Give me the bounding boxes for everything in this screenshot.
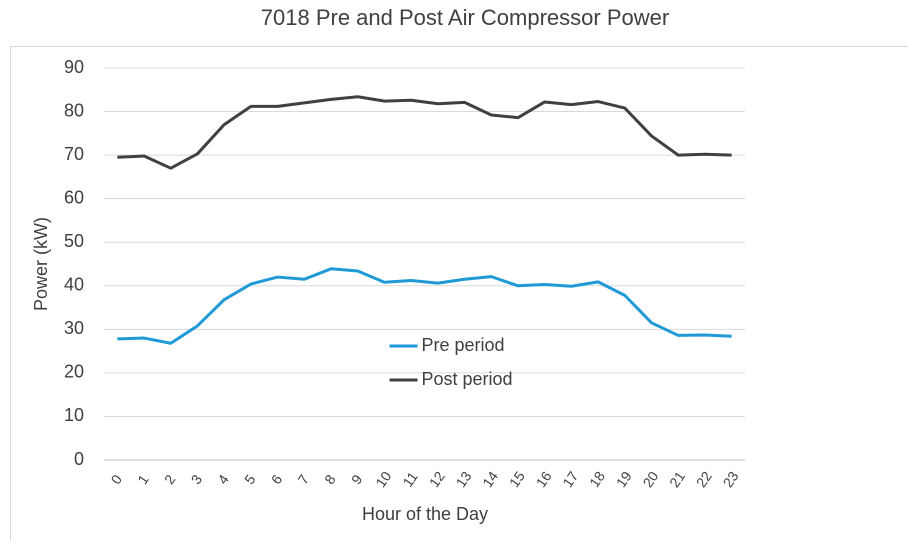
series-line — [117, 267, 732, 345]
x-tick-label: 7 — [294, 471, 312, 487]
legend-label: Post period — [422, 369, 513, 389]
y-axis-label: Power (kW) — [31, 217, 51, 311]
x-tick-label: 17 — [559, 468, 581, 490]
x-tick-label: 6 — [268, 471, 286, 487]
y-tick-label: 80 — [64, 100, 84, 120]
x-tick-label: 22 — [693, 468, 715, 490]
x-tick-label: 23 — [720, 468, 742, 490]
x-tick-label: 10 — [372, 468, 394, 490]
y-tick-label: 30 — [64, 318, 84, 338]
y-tick-label: 50 — [64, 231, 84, 251]
x-tick-label: 15 — [506, 468, 528, 490]
x-tick-label: 13 — [452, 468, 474, 490]
y-tick-label: 0 — [74, 449, 84, 469]
y-tick-label: 90 — [64, 57, 84, 77]
series-line — [117, 95, 732, 170]
x-axis-label: Hour of the Day — [362, 504, 488, 524]
x-tick-label: 0 — [108, 471, 126, 487]
x-tick-label: 1 — [134, 471, 152, 487]
x-tick-label: 21 — [666, 468, 688, 490]
chart-title: 7018 Pre and Post Air Compressor Power — [261, 5, 669, 30]
x-tick-label: 18 — [586, 468, 608, 490]
x-tick-label: 11 — [399, 469, 421, 490]
x-tick-label: 20 — [639, 468, 661, 490]
x-tick-label: 4 — [214, 471, 232, 487]
y-tick-label: 20 — [64, 362, 84, 382]
y-tick-label: 40 — [64, 275, 84, 295]
legend-label: Pre period — [422, 335, 505, 355]
x-tick-label: 16 — [533, 468, 555, 490]
y-tick-label: 60 — [64, 187, 84, 207]
x-tick-label: 8 — [321, 471, 339, 487]
x-tick-label: 5 — [241, 471, 259, 487]
y-tick-label: 70 — [64, 144, 84, 164]
x-tick-label: 12 — [426, 468, 448, 490]
x-tick-label: 2 — [161, 471, 179, 487]
x-tick-label: 19 — [613, 468, 635, 490]
x-tick-label: 14 — [479, 468, 501, 490]
x-tick-label: 3 — [188, 471, 206, 487]
chart-border — [10, 46, 908, 541]
y-tick-label: 10 — [64, 405, 84, 425]
x-tick-label: 9 — [348, 471, 366, 487]
